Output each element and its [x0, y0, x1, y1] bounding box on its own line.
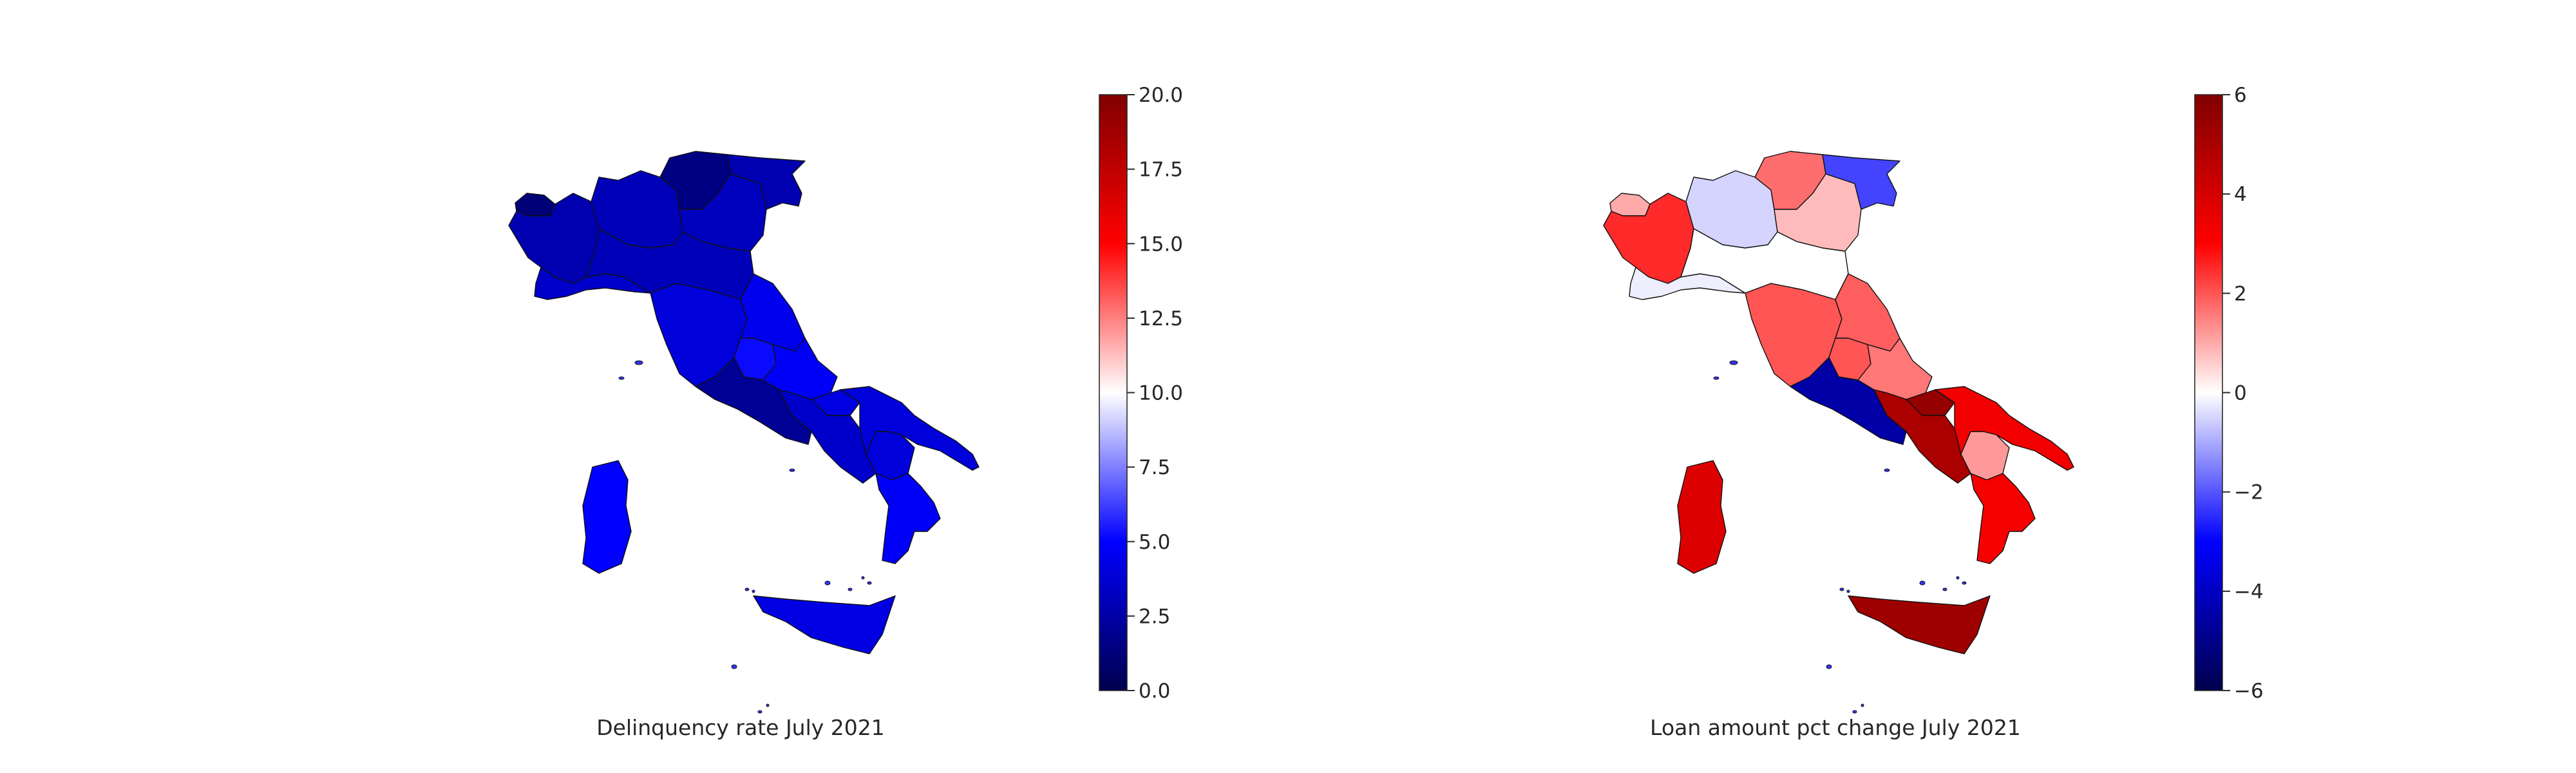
region-sardegna — [582, 460, 632, 574]
region-sicilia — [753, 595, 896, 654]
colorbar-gradient — [1099, 95, 1127, 691]
delinquency-map-title: Delinquency rate July 2021 — [596, 715, 885, 740]
colorbar-tick-label: 15.0 — [1139, 233, 1183, 256]
islet — [1729, 360, 1738, 365]
islet — [1861, 703, 1864, 707]
loan-change-map-title: Loan amount pct change July 2021 — [1650, 715, 2021, 740]
region-emilia-romagna — [1680, 228, 1849, 300]
italy-map — [1603, 151, 2074, 714]
region-emilia-romagna — [585, 228, 754, 300]
islet — [1713, 376, 1719, 380]
islet — [1846, 589, 1850, 593]
islet — [1884, 468, 1890, 472]
region-liguria — [534, 267, 651, 300]
colorbar-tick-label: 2.5 — [1139, 605, 1170, 628]
islet — [634, 360, 643, 365]
region-veneto — [679, 173, 767, 252]
colorbar-tick-label: 10.0 — [1139, 382, 1183, 405]
region-sicilia — [1848, 595, 1991, 654]
delinquency-map-figure: 0.0 2.5 5.0 7.5 10.0 12.5 15.0 17.5 20.0 — [508, 84, 1183, 714]
italy-map — [508, 151, 980, 714]
islet — [752, 589, 755, 593]
loan-change-map-panel: −6 −4 −2 0 2 4 6 Loan amount pct change July 2… — [1288, 0, 2576, 773]
loan-change-map-figure: −6 −4 −2 0 2 4 6 — [1603, 84, 2264, 714]
region-liguria — [1629, 267, 1746, 300]
colorbar-gradient — [2195, 95, 2222, 691]
islet — [1942, 587, 1947, 591]
delinquency-map-panel: 0.0 2.5 5.0 7.5 10.0 12.5 15.0 17.5 20.0 Delinqu… — [508, 84, 1183, 740]
islet — [861, 576, 865, 580]
colorbar-tick-label: 6 — [2234, 84, 2247, 107]
colorbar-tick-label: 4 — [2234, 183, 2247, 206]
islet — [1839, 587, 1844, 591]
islet — [1962, 581, 1967, 585]
islet — [824, 580, 831, 586]
islet — [766, 703, 770, 707]
islet — [757, 710, 762, 714]
colorbar-tick-label: 17.5 — [1139, 158, 1183, 182]
islet — [1956, 576, 1960, 580]
islet — [848, 587, 853, 591]
colorbar-tick-label: −6 — [2234, 680, 2264, 703]
colorbar-tick-label: 2 — [2234, 282, 2247, 305]
islet — [1919, 580, 1926, 586]
region-veneto — [1774, 173, 1862, 252]
region-sardegna — [1677, 460, 1727, 574]
colorbar: 0.0 2.5 5.0 7.5 10.0 12.5 15.0 17.5 20.0 — [1099, 84, 1183, 703]
region-valle-d-aosta — [515, 193, 556, 216]
colorbar-tick-label: −2 — [2234, 481, 2264, 504]
colorbar-tick-label: 0.0 — [1139, 680, 1170, 703]
colorbar-tick-label: 12.5 — [1139, 307, 1183, 330]
islet — [1852, 710, 1857, 714]
islet — [867, 581, 872, 585]
region-friuli-venezia-giulia — [727, 154, 806, 210]
colorbar: −6 −4 −2 0 2 4 6 — [2194, 84, 2264, 703]
region-valle-d-aosta — [1609, 193, 1651, 216]
colorbar-tick-label: 20.0 — [1139, 84, 1183, 107]
region-friuli-venezia-giulia — [1822, 154, 1900, 210]
islet — [1826, 664, 1832, 669]
colorbar-tick-label: 5.0 — [1139, 531, 1170, 554]
islet — [618, 376, 625, 380]
islet — [744, 587, 750, 591]
region-calabria — [1970, 473, 2036, 564]
region-calabria — [875, 473, 941, 564]
colorbar-tick-label: 0 — [2234, 382, 2247, 405]
colorbar-tick-label: −4 — [2234, 580, 2264, 604]
islet — [789, 468, 795, 472]
islet — [731, 664, 737, 669]
colorbar-tick-label: 7.5 — [1139, 456, 1170, 479]
